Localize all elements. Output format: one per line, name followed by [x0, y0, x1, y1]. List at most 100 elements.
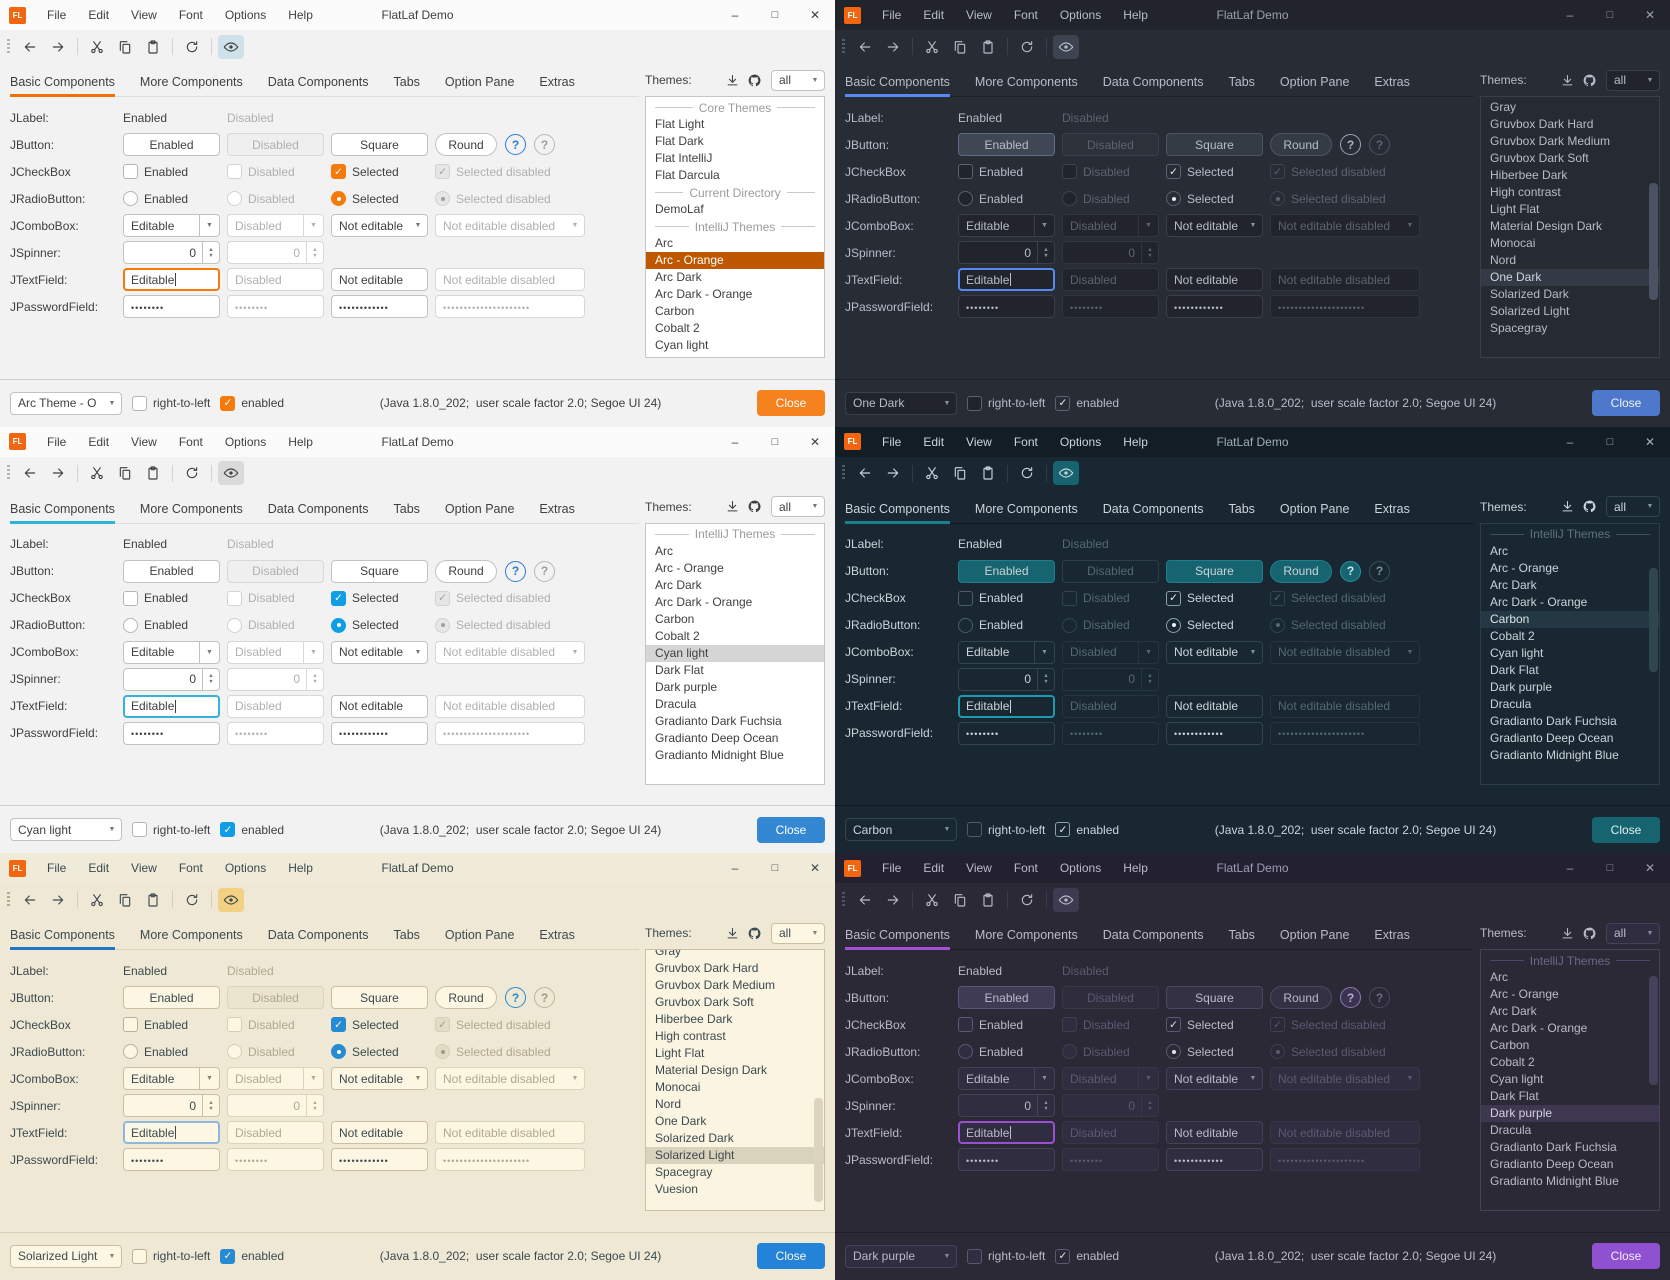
textfield-editable[interactable]: Editable	[958, 1121, 1055, 1145]
checkbox-selected[interactable]: Selected	[1166, 590, 1263, 606]
theme-list-item[interactable]: Gradianto Dark Fuchsia	[1490, 713, 1617, 728]
toolbar-grip-handle[interactable]	[842, 38, 845, 55]
theme-list-item[interactable]: Dracula	[1490, 696, 1532, 711]
theme-list-item[interactable]: Hiberbee Dark	[1490, 168, 1568, 182]
theme-list-item[interactable]: Light Flat	[655, 1046, 705, 1061]
textfield-not-editable[interactable]: Not editable	[1166, 1121, 1263, 1145]
tab-more-components[interactable]: More Components	[974, 501, 1078, 516]
right-to-left-checkbox[interactable]: right-to-left	[967, 395, 1045, 411]
close-window-button[interactable]: ✕	[809, 8, 821, 22]
close-button[interactable]: Close	[757, 816, 825, 843]
theme-list-item[interactable]: Gradianto Deep Ocean	[1490, 1157, 1614, 1172]
cut-button[interactable]	[84, 35, 110, 59]
textfield-editable[interactable]: Editable	[123, 268, 220, 291]
tab-option-pane[interactable]: Option Pane	[444, 928, 515, 943]
back-button[interactable]	[17, 461, 43, 485]
github-link-button[interactable]	[1578, 70, 1600, 90]
forward-button[interactable]	[45, 888, 71, 912]
theme-list-item[interactable]: Flat Darcula	[655, 168, 720, 182]
tab-more-components[interactable]: More Components	[974, 928, 1078, 943]
theme-list-item[interactable]: Gruvbox Dark Hard	[655, 961, 759, 976]
menu-edit[interactable]: Edit	[88, 8, 110, 22]
spinner-up-down-icons[interactable]	[202, 668, 219, 690]
spinner-up-down-icons[interactable]	[202, 242, 219, 263]
minimize-button[interactable]: –	[731, 434, 739, 449]
download-themes-button[interactable]	[1556, 497, 1578, 517]
tab-tabs[interactable]: Tabs	[1228, 928, 1255, 943]
theme-list-item[interactable]: Nord	[655, 1097, 682, 1112]
menu-options[interactable]: Options	[1059, 861, 1102, 876]
tab-basic-components[interactable]: Basic Components	[10, 495, 115, 524]
chevron-down-icon[interactable]	[199, 215, 219, 236]
enabled-checkbox[interactable]: enabled	[220, 822, 284, 838]
checkbox-enabled[interactable]: Enabled	[123, 1017, 220, 1033]
theme-list-item[interactable]: Gradianto Midnight Blue	[655, 747, 784, 762]
radio-enabled[interactable]: Enabled	[958, 617, 1055, 633]
download-themes-button[interactable]	[721, 497, 743, 517]
menu-edit[interactable]: Edit	[923, 434, 945, 449]
menu-file[interactable]: File	[882, 8, 902, 22]
menu-view[interactable]: View	[131, 861, 157, 876]
menu-options[interactable]: Options	[1059, 8, 1102, 22]
theme-list-item[interactable]: Gradianto Dark Fuchsia	[655, 713, 782, 728]
theme-list-item[interactable]: Hiberbee Dark	[655, 1012, 733, 1027]
minimize-button[interactable]: –	[731, 861, 739, 876]
right-to-left-checkbox[interactable]: right-to-left	[967, 822, 1045, 838]
look-and-feel-combobox[interactable]: One Dark	[845, 391, 957, 415]
spinner-value[interactable]: 0	[189, 672, 196, 687]
look-and-feel-combobox[interactable]: Carbon	[845, 818, 957, 842]
download-themes-button[interactable]	[721, 70, 743, 90]
copy-button[interactable]	[947, 35, 973, 59]
tab-data-components[interactable]: Data Components	[267, 75, 369, 89]
tab-extras[interactable]: Extras	[1374, 928, 1410, 943]
radio-selected[interactable]: Selected	[331, 1044, 428, 1060]
theme-list-item[interactable]: Gray	[655, 949, 682, 959]
menu-file[interactable]: File	[47, 861, 67, 876]
radio-selected[interactable]: Selected	[1166, 617, 1263, 633]
tab-data-components[interactable]: Data Components	[267, 501, 369, 516]
theme-list-item[interactable]: Arc	[1490, 543, 1508, 558]
theme-list-item[interactable]: Arc - Orange	[646, 252, 824, 269]
tab-basic-components[interactable]: Basic Components	[845, 68, 950, 97]
help-button[interactable]: ?	[1340, 987, 1361, 1009]
radio-enabled[interactable]: Enabled	[123, 1044, 220, 1060]
menu-font[interactable]: Font	[178, 861, 203, 876]
theme-list-item[interactable]: Gradianto Deep Ocean	[1490, 730, 1614, 745]
chevron-down-icon[interactable]	[199, 1068, 219, 1090]
theme-list-item[interactable]: DemoLaf	[655, 202, 704, 216]
theme-list-item[interactable]: Gruvbox Dark Medium	[1490, 134, 1611, 148]
back-button[interactable]	[852, 461, 878, 485]
jbutton-enabled-button[interactable]: Enabled	[958, 133, 1055, 156]
jbutton-enabled-button[interactable]: Enabled	[958, 559, 1055, 583]
spinner-enabled[interactable]: 0	[123, 667, 220, 691]
menu-edit[interactable]: Edit	[88, 434, 110, 449]
back-button[interactable]	[852, 35, 878, 59]
look-and-feel-combobox[interactable]: Dark purple	[845, 1244, 957, 1268]
theme-list-item[interactable]: Carbon	[655, 611, 695, 626]
tab-basic-components[interactable]: Basic Components	[845, 495, 950, 524]
theme-list-item[interactable]: Arc Dark	[655, 577, 702, 592]
close-window-button[interactable]: ✕	[1644, 861, 1656, 876]
right-to-left-checkbox[interactable]: right-to-left	[132, 395, 210, 411]
forward-button[interactable]	[45, 461, 71, 485]
menu-help[interactable]: Help	[288, 434, 313, 449]
help-button[interactable]: ?	[505, 987, 526, 1009]
theme-list-item[interactable]: Arc Dark - Orange	[1490, 1021, 1588, 1036]
textfield-editable[interactable]: Editable	[958, 694, 1055, 718]
theme-list-item[interactable]: Dark Flat	[655, 662, 704, 677]
spinner-up-down-icons[interactable]	[1037, 242, 1054, 263]
combobox-editable[interactable]: Editable	[123, 214, 220, 237]
theme-list-item[interactable]: Monocai	[1490, 236, 1536, 250]
themes-filter-combobox[interactable]: all	[771, 69, 825, 91]
show-preview-toggle-button[interactable]	[218, 887, 244, 912]
spinner-value[interactable]: 0	[1024, 245, 1031, 260]
tab-tabs[interactable]: Tabs	[393, 928, 420, 943]
spinner-up-down-icons[interactable]	[1037, 668, 1054, 690]
radio-enabled[interactable]: Enabled	[123, 617, 220, 633]
combobox-editable[interactable]: Editable	[123, 640, 220, 664]
theme-list-item[interactable]: Gray	[1490, 100, 1517, 114]
theme-list-item[interactable]: High contrast	[655, 1029, 726, 1044]
chevron-down-icon[interactable]	[1034, 641, 1054, 663]
radio-selected[interactable]: Selected	[331, 617, 428, 633]
jbutton-enabled-button[interactable]: Enabled	[123, 559, 220, 583]
